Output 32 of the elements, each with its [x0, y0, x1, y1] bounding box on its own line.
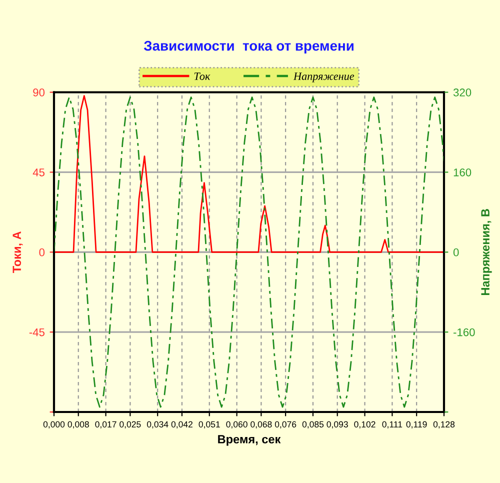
- x-tick-label: 0,102: [354, 421, 376, 428]
- chart-title: Зависимости тока от времени: [144, 40, 354, 54]
- x-tick-label: 0,060: [226, 421, 248, 428]
- legend-label: Ток: [194, 72, 210, 80]
- y2-tick-label: 320: [453, 88, 472, 96]
- x-tick-label: 0,042: [171, 421, 192, 428]
- y2-axis-title: Напряжения, В: [481, 209, 492, 295]
- x-tick-label: 0,051: [198, 421, 220, 428]
- x-tick-label: 0,008: [68, 421, 89, 428]
- x-tick-label: 0,119: [406, 421, 427, 428]
- x-tick-label: 0,068: [250, 421, 272, 428]
- y-tick-label: 90: [33, 88, 45, 96]
- x-tick-label: 0,128: [433, 421, 455, 428]
- y-tick-label: -45: [29, 328, 45, 336]
- x-axis-title: Время, сек: [218, 435, 281, 446]
- y2-tick-label: 0: [453, 248, 459, 256]
- y-axis-title: Токи, А: [12, 231, 23, 273]
- y2-tick-label: 160: [454, 168, 472, 176]
- x-tick-label: 0,000: [43, 421, 65, 428]
- y2-tick-label: -160: [454, 328, 475, 336]
- x-tick-label: 0,025: [120, 421, 141, 428]
- x-tick-label: 0,111: [382, 421, 402, 428]
- x-tick-label: 0,085: [302, 421, 324, 428]
- x-tick-label: 0,076: [274, 421, 296, 428]
- legend-label: Напряжение: [293, 72, 354, 82]
- line-series: [54, 95, 444, 253]
- y-tick-label: 0: [39, 248, 45, 256]
- x-tick-label: 0,034: [146, 421, 168, 428]
- line-series: [54, 96, 444, 408]
- x-tick-label: 0,017: [95, 421, 116, 428]
- x-tick-label: 0,093: [326, 421, 348, 428]
- y-tick-label: 45: [32, 168, 45, 176]
